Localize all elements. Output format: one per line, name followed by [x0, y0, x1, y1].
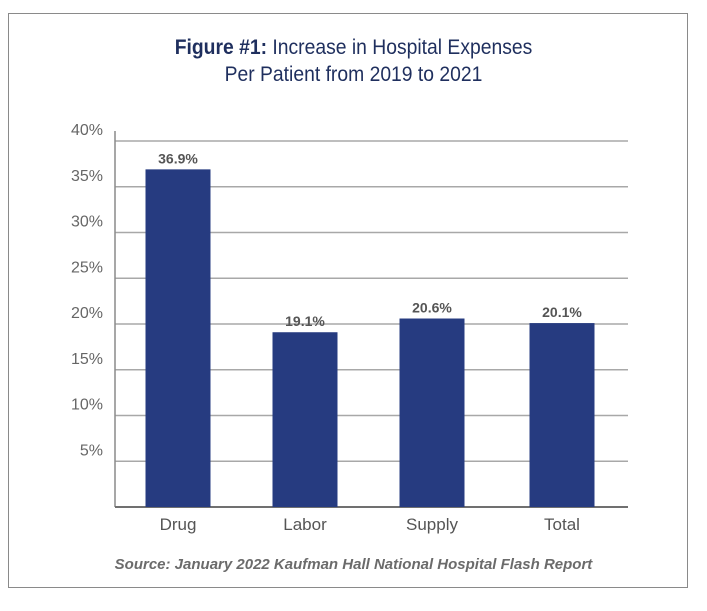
- title-text-1: Increase in Hospital Expenses: [272, 36, 533, 59]
- title-line-1: Figure #1: Increase in Hospital Expenses: [28, 34, 678, 61]
- data-label: 19.1%: [285, 313, 325, 329]
- y-tick-label: 20%: [71, 305, 103, 322]
- y-tick-label: 5%: [80, 442, 103, 459]
- figure-label: Figure #1:: [174, 36, 268, 59]
- bar-drug: [145, 169, 211, 508]
- y-tick-label: 35%: [71, 168, 103, 185]
- chart-title: Figure #1: Increase in Hospital Expenses…: [28, 34, 678, 88]
- data-label: 20.6%: [412, 300, 452, 316]
- bar-labor: [272, 332, 338, 507]
- y-tick-label: 30%: [71, 214, 103, 231]
- title-line-2: Per Patient from 2019 to 2021: [224, 63, 483, 86]
- y-tick-label: 25%: [71, 259, 103, 276]
- y-tick-label: 40%: [71, 122, 103, 139]
- y-tick-label: 10%: [71, 397, 103, 414]
- data-label: 20.1%: [542, 304, 582, 320]
- y-tick-label: 15%: [71, 351, 103, 368]
- bar-supply: [399, 318, 465, 507]
- source-note: Source: January 2022 Kaufman Hall Nation…: [114, 556, 593, 573]
- x-tick-label: Total: [544, 515, 580, 534]
- bar-total: [529, 323, 595, 507]
- chart-frame: [8, 13, 688, 588]
- x-tick-label: Supply: [406, 515, 458, 534]
- x-tick-label: Drug: [160, 515, 197, 534]
- data-label: 36.9%: [158, 150, 198, 166]
- x-tick-label: Labor: [283, 515, 327, 534]
